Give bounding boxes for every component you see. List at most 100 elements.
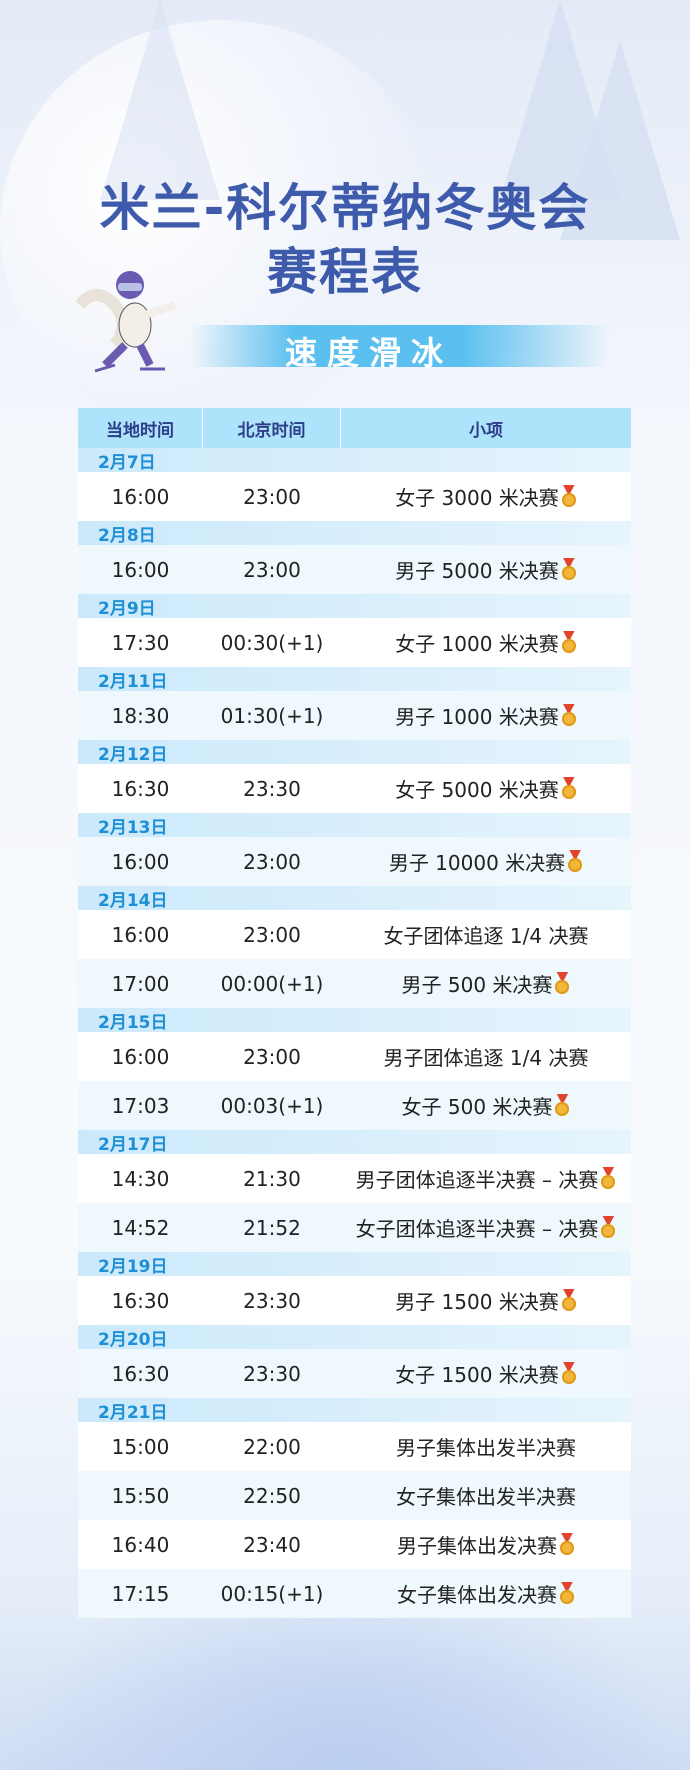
table-body: 2月7日 16:00 23:00 女子 3000 米决赛 2月8日 16:00 23:…: [78, 448, 631, 1618]
gold-medal-icon: [561, 1362, 577, 1386]
event-cell: 男子集体出发决赛: [341, 1530, 631, 1559]
local-time: 16:00: [111, 1044, 170, 1069]
date-row: 2月11日: [78, 667, 631, 692]
beijing-time: 22:00: [243, 1434, 301, 1459]
header-event: 小项: [469, 420, 503, 441]
local-time: 15:50: [111, 1483, 170, 1508]
local-time: 17:03: [111, 1093, 170, 1118]
event-cell: 女子 1500 米决赛: [341, 1359, 631, 1388]
event-name: 男子 500 米决赛: [401, 973, 553, 997]
event-cell: 女子 1000 米决赛: [341, 628, 631, 657]
gold-medal-icon: [600, 1167, 616, 1191]
date-row: 2月17日: [78, 1130, 631, 1155]
local-time: 15:00: [111, 1434, 170, 1459]
event-name: 女子 1000 米决赛: [395, 632, 559, 656]
local-time: 17:15: [111, 1581, 170, 1606]
table-row: 17:03 00:03(+1) 女子 500 米决赛: [78, 1081, 631, 1130]
event-name: 女子团体追逐 1/4 决赛: [383, 924, 589, 948]
table-row: 15:00 22:00 男子集体出发半决赛: [78, 1422, 631, 1471]
beijing-time: 23:00: [243, 1044, 301, 1069]
local-time: 17:30: [111, 630, 170, 655]
event-name: 女子 500 米决赛: [401, 1095, 553, 1119]
event-cell: 男子 10000 米决赛: [341, 847, 631, 876]
beijing-time: 23:30: [243, 1361, 301, 1386]
event-cell: 女子集体出发半决赛: [341, 1481, 631, 1510]
event-cell: 女子团体追逐半决赛 – 决赛: [341, 1213, 631, 1242]
beijing-time: 00:00(+1): [220, 971, 324, 996]
beijing-time: 00:15(+1): [220, 1581, 324, 1606]
beijing-time: 01:30(+1): [220, 703, 324, 728]
table-row: 16:00 23:00 女子 3000 米决赛: [78, 472, 631, 521]
table-row: 17:15 00:15(+1) 女子集体出发决赛: [78, 1569, 631, 1618]
event-name: 男子集体出发决赛: [397, 1534, 557, 1558]
beijing-time: 23:40: [243, 1532, 301, 1557]
local-time: 16:30: [111, 776, 170, 801]
date-row: 2月19日: [78, 1252, 631, 1277]
event-name: 男子团体追逐半决赛 – 决赛: [355, 1168, 599, 1192]
event-name: 男子团体追逐 1/4 决赛: [383, 1046, 589, 1070]
local-time: 16:30: [111, 1288, 170, 1313]
table-row: 16:30 23:30 女子 1500 米决赛: [78, 1349, 631, 1398]
gold-medal-icon: [559, 1582, 575, 1606]
local-time: 16:40: [111, 1532, 170, 1557]
event-cell: 女子 5000 米决赛: [341, 774, 631, 803]
date-row: 2月13日: [78, 813, 631, 838]
table-row: 14:52 21:52 女子团体追逐半决赛 – 决赛: [78, 1203, 631, 1252]
date-row: 2月12日: [78, 740, 631, 765]
date-row: 2月9日: [78, 594, 631, 619]
gold-medal-icon: [554, 1094, 570, 1118]
local-time: 16:00: [111, 557, 170, 582]
beijing-time: 23:30: [243, 1288, 301, 1313]
beijing-time: 22:50: [243, 1483, 301, 1508]
event-name: 女子集体出发决赛: [397, 1583, 557, 1607]
gold-medal-icon: [554, 972, 570, 996]
beijing-time: 23:00: [243, 484, 301, 509]
event-name: 女子 3000 米决赛: [395, 486, 559, 510]
gold-medal-icon: [561, 704, 577, 728]
local-time: 17:00: [111, 971, 170, 996]
gold-medal-icon: [561, 485, 577, 509]
table-row: 17:00 00:00(+1) 男子 500 米决赛: [78, 959, 631, 1008]
beijing-time: 21:52: [243, 1215, 301, 1240]
snow-hill-background: [0, 20, 440, 440]
table-row: 14:30 21:30 男子团体追逐半决赛 – 决赛: [78, 1154, 631, 1203]
event-name: 男子 1000 米决赛: [395, 705, 559, 729]
event-cell: 男子团体追逐 1/4 决赛: [341, 1042, 631, 1071]
gold-medal-icon: [559, 1533, 575, 1557]
date-row: 2月8日: [78, 521, 631, 546]
event-name: 女子集体出发半决赛: [396, 1485, 576, 1509]
event-cell: 男子 5000 米决赛: [341, 555, 631, 584]
table-row: 16:40 23:40 男子集体出发决赛: [78, 1520, 631, 1569]
local-time: 18:30: [111, 703, 170, 728]
local-time: 16:30: [111, 1361, 170, 1386]
mascot-skater-illustration: [75, 271, 177, 373]
table-row: 17:30 00:30(+1) 女子 1000 米决赛: [78, 618, 631, 667]
local-time: 16:00: [111, 484, 170, 509]
page-subtitle: 赛程表: [267, 243, 423, 301]
beijing-time: 23:00: [243, 922, 301, 947]
local-time: 16:00: [111, 849, 170, 874]
table-row: 18:30 01:30(+1) 男子 1000 米决赛: [78, 691, 631, 740]
header-beijing-time: 北京时间: [203, 408, 341, 448]
beijing-time: 00:03(+1): [220, 1093, 324, 1118]
table-row: 16:00 23:00 女子团体追逐 1/4 决赛: [78, 910, 631, 959]
event-cell: 男子团体追逐半决赛 – 决赛: [341, 1164, 631, 1193]
beijing-time: 23:30: [243, 776, 301, 801]
gold-medal-icon: [561, 1289, 577, 1313]
event-name: 男子 5000 米决赛: [395, 559, 559, 583]
beijing-time: 23:00: [243, 849, 301, 874]
header-local-time: 当地时间: [78, 408, 203, 448]
event-name: 女子 1500 米决赛: [395, 1363, 559, 1387]
table-row: 16:00 23:00 男子 5000 米决赛: [78, 545, 631, 594]
event-cell: 女子 3000 米决赛: [341, 482, 631, 511]
gold-medal-icon: [561, 558, 577, 582]
local-time: 14:30: [111, 1166, 170, 1191]
gold-medal-icon: [561, 777, 577, 801]
section-title: 速度滑冰: [285, 334, 454, 372]
event-cell: 女子团体追逐 1/4 决赛: [341, 920, 631, 949]
gold-medal-icon: [567, 850, 583, 874]
page-title: 米兰-科尔蒂纳冬奥会: [99, 179, 591, 237]
beijing-time: 21:30: [243, 1166, 301, 1191]
event-name: 男子 1500 米决赛: [395, 1290, 559, 1314]
event-name: 男子集体出发半决赛: [396, 1436, 576, 1460]
